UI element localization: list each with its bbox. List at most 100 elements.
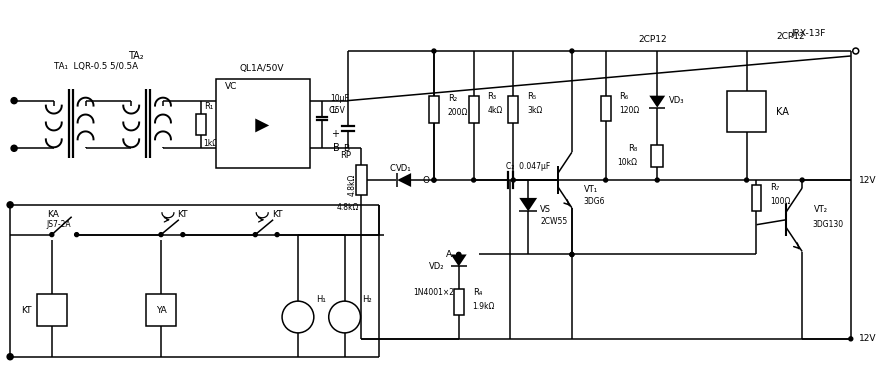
Bar bbox=[752, 185, 761, 211]
Text: YA: YA bbox=[156, 306, 166, 315]
Polygon shape bbox=[649, 96, 665, 108]
Circle shape bbox=[7, 354, 13, 360]
Circle shape bbox=[604, 178, 607, 182]
Circle shape bbox=[457, 253, 461, 256]
Circle shape bbox=[432, 49, 436, 53]
Polygon shape bbox=[255, 118, 269, 132]
Text: R₇: R₇ bbox=[770, 184, 780, 193]
Text: 2CW55: 2CW55 bbox=[540, 217, 568, 226]
Text: KA: KA bbox=[47, 210, 59, 219]
Circle shape bbox=[511, 178, 516, 182]
Text: TA₁  LQR-0.5 5/0.5A: TA₁ LQR-0.5 5/0.5A bbox=[55, 62, 138, 71]
Polygon shape bbox=[519, 198, 537, 211]
Bar bbox=[651, 145, 664, 167]
Text: VS: VS bbox=[540, 205, 551, 214]
Polygon shape bbox=[397, 173, 411, 187]
Text: 120Ω: 120Ω bbox=[620, 106, 640, 115]
Text: 200Ω: 200Ω bbox=[448, 108, 468, 117]
Circle shape bbox=[570, 253, 574, 256]
Circle shape bbox=[75, 233, 78, 237]
Circle shape bbox=[800, 178, 804, 182]
Text: 2CP12: 2CP12 bbox=[776, 32, 805, 41]
Bar bbox=[454, 289, 464, 315]
Bar bbox=[146, 294, 176, 326]
Polygon shape bbox=[451, 255, 466, 266]
Bar bbox=[601, 96, 611, 121]
Text: 4.8kΩ: 4.8kΩ bbox=[348, 174, 357, 196]
Circle shape bbox=[275, 233, 279, 237]
Text: B: B bbox=[343, 144, 349, 153]
Circle shape bbox=[570, 253, 574, 256]
Text: 15V: 15V bbox=[330, 106, 345, 115]
Text: H₂: H₂ bbox=[363, 295, 372, 303]
Text: C₁: C₁ bbox=[328, 106, 338, 115]
Text: KA: KA bbox=[776, 106, 789, 116]
Text: TA₂: TA₂ bbox=[128, 51, 144, 61]
Text: 12V: 12V bbox=[859, 175, 876, 184]
Circle shape bbox=[656, 178, 659, 182]
Circle shape bbox=[432, 178, 436, 182]
Bar bbox=[429, 96, 439, 124]
Text: +: + bbox=[331, 129, 339, 139]
Circle shape bbox=[472, 178, 475, 182]
Text: 1kΩ: 1kΩ bbox=[203, 139, 219, 148]
Bar bbox=[216, 79, 310, 168]
Circle shape bbox=[11, 145, 17, 151]
Text: VC: VC bbox=[225, 82, 238, 91]
Text: 10kΩ: 10kΩ bbox=[618, 158, 637, 167]
Circle shape bbox=[329, 301, 361, 333]
Text: 3DG6: 3DG6 bbox=[583, 197, 605, 206]
Circle shape bbox=[282, 301, 314, 333]
Circle shape bbox=[181, 233, 185, 237]
Bar bbox=[356, 165, 368, 195]
Text: JRX-13F: JRX-13F bbox=[792, 29, 826, 37]
Text: H₁: H₁ bbox=[316, 295, 326, 303]
Text: VD₁: VD₁ bbox=[396, 164, 412, 173]
Text: 3kΩ: 3kΩ bbox=[527, 106, 542, 115]
Text: R₃: R₃ bbox=[488, 92, 496, 101]
Text: R₄: R₄ bbox=[473, 288, 482, 297]
Text: QL1A/50V: QL1A/50V bbox=[240, 65, 284, 73]
Text: 10μF: 10μF bbox=[330, 94, 348, 103]
Text: KT: KT bbox=[178, 210, 188, 219]
Text: 4.8kΩ: 4.8kΩ bbox=[336, 203, 358, 212]
Bar bbox=[195, 114, 206, 135]
Circle shape bbox=[253, 233, 257, 237]
Bar bbox=[727, 91, 766, 132]
Circle shape bbox=[570, 49, 574, 53]
Text: 12V: 12V bbox=[859, 334, 876, 343]
Text: JS7-2A: JS7-2A bbox=[47, 220, 71, 229]
Text: R₅: R₅ bbox=[527, 92, 537, 101]
Text: O: O bbox=[422, 175, 429, 184]
Circle shape bbox=[159, 233, 163, 237]
Text: 3DG130: 3DG130 bbox=[812, 220, 843, 229]
Circle shape bbox=[11, 98, 17, 104]
Circle shape bbox=[849, 337, 853, 341]
Text: VD₃: VD₃ bbox=[669, 96, 685, 105]
Text: VD₂: VD₂ bbox=[429, 262, 445, 271]
Bar bbox=[37, 294, 67, 326]
Text: R₆: R₆ bbox=[620, 92, 629, 101]
Text: R₂: R₂ bbox=[448, 94, 457, 103]
Bar bbox=[469, 96, 479, 124]
Circle shape bbox=[432, 178, 436, 182]
Circle shape bbox=[853, 48, 859, 54]
Text: 4kΩ: 4kΩ bbox=[488, 106, 502, 115]
Text: KT: KT bbox=[21, 306, 32, 315]
Text: B: B bbox=[333, 143, 340, 153]
Text: C: C bbox=[389, 164, 395, 173]
Bar bbox=[509, 96, 518, 124]
Text: R₈: R₈ bbox=[628, 144, 637, 153]
Circle shape bbox=[457, 253, 461, 256]
Text: R₁: R₁ bbox=[203, 102, 213, 111]
Text: VT₂: VT₂ bbox=[814, 205, 828, 214]
Circle shape bbox=[744, 178, 749, 182]
Text: 1.9kΩ: 1.9kΩ bbox=[473, 302, 495, 311]
Text: A: A bbox=[446, 250, 452, 259]
Text: 100Ω: 100Ω bbox=[770, 197, 791, 206]
Text: KT: KT bbox=[272, 210, 282, 219]
Text: 2CP12: 2CP12 bbox=[638, 35, 666, 44]
Text: RP: RP bbox=[341, 151, 351, 160]
Circle shape bbox=[7, 202, 13, 208]
Circle shape bbox=[50, 233, 54, 237]
